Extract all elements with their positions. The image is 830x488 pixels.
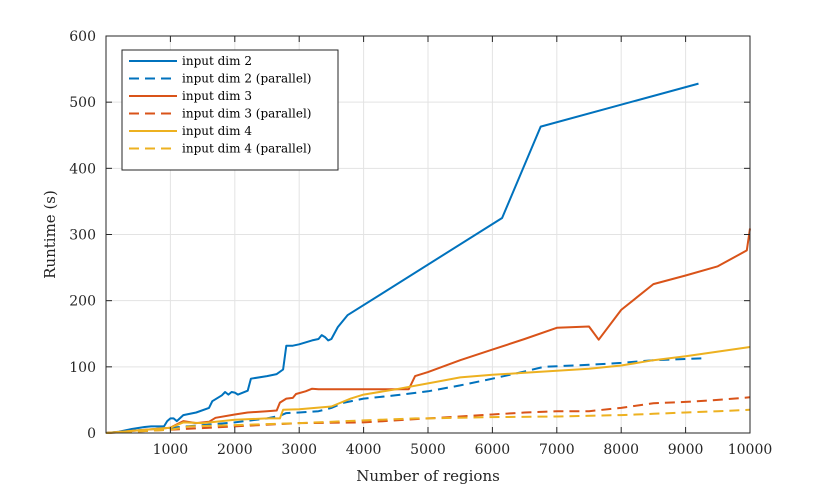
y-tick-label: 400 [69,161,96,177]
legend-label: input dim 4 [182,124,252,138]
x-tick-label: 4000 [346,442,382,458]
series-line-5 [105,408,751,434]
y-tick-label: 200 [69,294,96,310]
legend-label: input dim 3 (parallel) [182,107,311,121]
legend-box [121,49,339,171]
y-tick-label: 100 [69,360,96,376]
y-tick-label: 300 [69,228,96,244]
x-tick-label: 6000 [475,442,511,458]
legend-label: input dim 2 [182,54,252,68]
series-line-2 [105,228,751,434]
series-line-0 [105,82,699,434]
y-tick-label: 600 [69,29,96,45]
x-axis-label: Number of regions [356,467,500,485]
legend-label: input dim 3 [182,89,252,103]
series-line-1 [105,357,705,434]
x-tick-label: 1000 [153,442,189,458]
legend-label: input dim 4 (parallel) [182,142,311,156]
x-tick-label: 10000 [728,442,773,458]
legend-label: input dim 2 (parallel) [182,72,311,86]
series-lines [105,82,751,434]
x-tick-label: 3000 [281,442,317,458]
x-tick-label: 2000 [217,442,253,458]
x-tick-label: 7000 [539,442,575,458]
y-tick-label: 500 [69,95,96,111]
axis-ticks: 1000 2000 3000 4000 5000 6000 7000 8000 9000 1000… [69,29,772,458]
x-tick-label: 5000 [410,442,446,458]
series-line-4 [105,346,751,434]
x-tick-label: 9000 [668,442,704,458]
y-axis-label: Runtime (s) [41,190,59,279]
x-tick-label: 8000 [603,442,639,458]
legend: input dim 2 input dim 2 (parallel) input d… [121,49,339,171]
y-tick-label: 0 [87,426,96,442]
